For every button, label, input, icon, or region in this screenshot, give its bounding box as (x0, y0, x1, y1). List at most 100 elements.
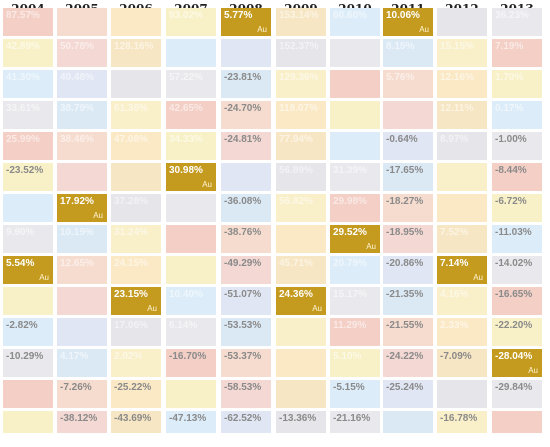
cell-value: 4.17% (60, 351, 89, 362)
asset-symbol: Au (257, 25, 267, 34)
cell-value: 2.02% (114, 351, 143, 362)
cell-value: -24.70% (224, 103, 262, 114)
table-cell: -18.95% (383, 225, 433, 253)
cell-value: 45.71% (279, 258, 313, 269)
highlighted-cell: 5.77% Au (221, 8, 271, 36)
table-cell: 31.39% (330, 163, 380, 191)
table-cell (166, 194, 216, 222)
cell-value: -23.52% (6, 165, 44, 176)
table-cell: -8.44% (492, 163, 542, 191)
cell-value: -24.22% (386, 351, 424, 362)
table-cell: -58.53% (221, 380, 271, 408)
cell-value: 9.90% (6, 227, 35, 238)
table-cell: 17.06% (111, 318, 161, 346)
table-cell: 6.14% (166, 318, 216, 346)
table-cell: 56.89% (276, 163, 326, 191)
cell-value: 36.23% (495, 10, 529, 21)
cell-value: -21.16% (333, 413, 371, 424)
cell-value: 29.52% (333, 227, 367, 238)
table-cell: -16.78% (437, 411, 487, 433)
asset-symbol: Au (312, 304, 322, 313)
table-cell (437, 194, 487, 222)
table-cell: 128.16% (111, 39, 161, 67)
table-cell: -62.52% (221, 411, 271, 433)
cell-value: 10.40% (169, 289, 203, 300)
cell-value: -22.20% (495, 320, 533, 331)
cell-value: 30.98% (169, 165, 203, 176)
asset-symbol: Au (39, 273, 49, 282)
table-cell: -22.20% (492, 318, 542, 346)
table-cell: -5.15% (330, 380, 380, 408)
table-cell: 31.24% (111, 225, 161, 253)
table-cell: -47.13% (166, 411, 216, 433)
table-cell (111, 8, 161, 36)
cell-value: -10.29% (6, 351, 44, 362)
cell-value: 12.11% (440, 103, 474, 114)
table-cell: -7.26% (57, 380, 107, 408)
highlighted-cell: 5.54% Au (3, 256, 53, 284)
asset-symbol: Au (366, 242, 376, 251)
cell-value: 5.54% (6, 258, 35, 269)
table-cell: 4.16% (437, 287, 487, 315)
cell-value: 12.65% (60, 258, 94, 269)
table-cell: 153.14% (276, 8, 326, 36)
table-cell (221, 163, 271, 191)
cell-value: -21.35% (386, 289, 424, 300)
cell-value: 87.57% (6, 10, 40, 21)
table-cell: 40.48% (57, 70, 107, 98)
table-cell: -21.16% (330, 411, 380, 433)
table-cell (3, 194, 53, 222)
table-cell: -14.02% (492, 256, 542, 284)
table-cell: -1.00% (492, 132, 542, 160)
table-cell: -25.24% (383, 380, 433, 408)
cell-value: 5.76% (386, 72, 415, 83)
cell-value: 56.82% (279, 196, 313, 207)
table-cell (3, 411, 53, 433)
table-cell (276, 380, 326, 408)
table-cell: -24.81% (221, 132, 271, 160)
table-cell: -21.55% (383, 318, 433, 346)
table-cell: -16.65% (492, 287, 542, 315)
asset-symbol: Au (147, 304, 157, 313)
table-cell: 87.57% (3, 8, 53, 36)
cell-value: 10.06% (386, 10, 420, 21)
table-cell: -24.70% (221, 101, 271, 129)
cell-value: -1.00% (495, 134, 527, 145)
table-cell: -23.52% (3, 163, 53, 191)
cell-value: -43.69% (114, 413, 152, 424)
table-cell (276, 318, 326, 346)
table-cell: -38.76% (221, 225, 271, 253)
cell-value: -14.02% (495, 258, 533, 269)
cell-value: -58.53% (224, 382, 262, 393)
table-cell (3, 380, 53, 408)
cell-value: 23.15% (114, 289, 148, 300)
table-cell (166, 380, 216, 408)
table-cell (57, 163, 107, 191)
table-cell: 93.02% (166, 8, 216, 36)
table-cell (492, 411, 542, 433)
cell-value: 25.99% (6, 134, 40, 145)
cell-value: -38.12% (60, 413, 98, 424)
table-cell: 129.36% (276, 70, 326, 98)
table-cell: -25.22% (111, 380, 161, 408)
table-cell (276, 225, 326, 253)
table-cell: 33.61% (3, 101, 53, 129)
cell-value: 29.98% (333, 196, 367, 207)
highlighted-cell: 29.52% Au (330, 225, 380, 253)
table-cell: -16.70% (166, 349, 216, 377)
cell-value: 42.89% (6, 41, 40, 52)
cell-value: -16.78% (440, 413, 478, 424)
cell-value: 77.94% (279, 134, 313, 145)
table-cell: 5.76% (383, 70, 433, 98)
cell-value: -7.26% (60, 382, 92, 393)
cell-value: 38.46% (60, 134, 94, 145)
cell-value: 11.29% (333, 320, 367, 331)
table-cell (330, 101, 380, 129)
table-cell: 41.30% (3, 70, 53, 98)
table-cell: 15.17% (330, 287, 380, 315)
cell-value: 31.24% (114, 227, 148, 238)
table-cell: 10.19% (57, 225, 107, 253)
cell-value: -13.36% (279, 413, 317, 424)
cell-value: 153.14% (279, 10, 319, 21)
cell-value: 34.33% (169, 134, 203, 145)
